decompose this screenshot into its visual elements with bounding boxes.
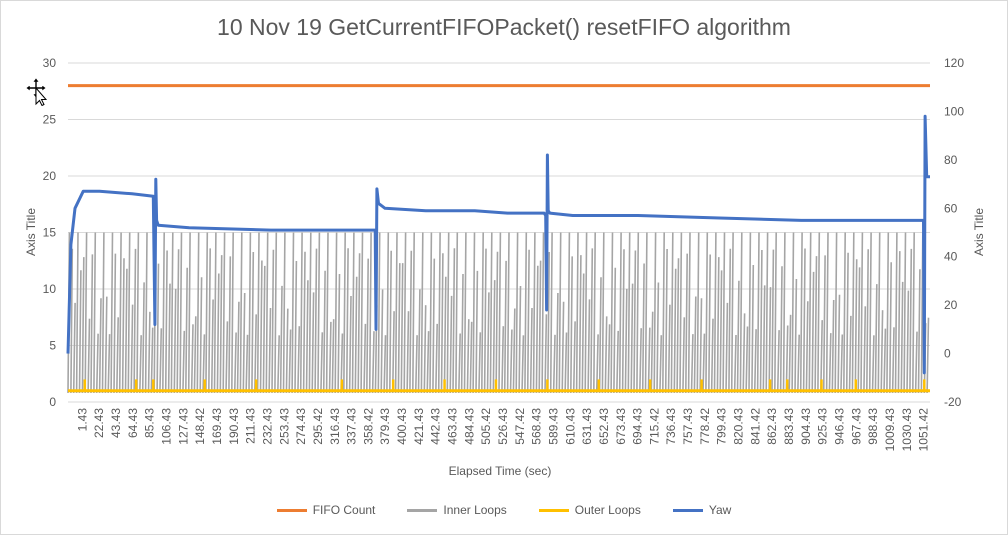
legend-item: FIFO Count	[276, 503, 376, 517]
x-tick-label: 421.43	[412, 408, 426, 445]
x-tick-label: 484.43	[462, 408, 476, 445]
y2-tick-label: 100	[944, 104, 964, 118]
y2-tick-label: 40	[944, 250, 958, 264]
x-tick-label: 862.43	[765, 408, 779, 445]
x-tick-label: 190.43	[227, 408, 241, 445]
x-tick-label: 547.42	[513, 408, 527, 445]
x-axis-title: Elapsed Time (sec)	[449, 464, 552, 478]
y-tick-label: 30	[43, 56, 57, 70]
x-tick-label: 820.43	[732, 408, 746, 445]
y-tick-label: 0	[49, 395, 56, 409]
x-tick-label: 694.43	[631, 408, 645, 445]
legend-label: Inner Loops	[443, 503, 507, 517]
y2-tick-label: 80	[944, 153, 958, 167]
x-tick-label: 610.43	[563, 408, 577, 445]
legend-label: FIFO Count	[312, 503, 376, 517]
x-tick-label: 988.43	[866, 408, 880, 445]
x-tick-label: 505.42	[479, 408, 493, 445]
x-tick-label: 1.43	[75, 408, 89, 432]
x-tick-label: 211.43	[244, 408, 258, 444]
legend-label: Yaw	[708, 503, 732, 517]
x-tick-label: 526.43	[496, 408, 510, 445]
x-tick-label: 442.43	[429, 408, 443, 445]
x-tick-label: 232.43	[260, 408, 274, 445]
y2-tick-label: -20	[944, 395, 962, 409]
x-tick-label: 568.43	[530, 408, 544, 445]
x-tick-label: 925.43	[816, 408, 830, 445]
x-tick-label: 379.43	[378, 408, 392, 445]
series-inner-loops	[67, 232, 930, 394]
x-tick-label: 22.43	[92, 408, 106, 438]
x-tick-label: 85.43	[143, 408, 157, 438]
x-tick-label: 883.43	[782, 408, 796, 445]
x-tick-label: 337.43	[345, 408, 359, 445]
x-tick-label: 904.43	[799, 408, 813, 445]
chart-legend: FIFO Count Inner Loops Outer Loops Yaw	[0, 503, 1008, 517]
x-tick-label: 463.43	[446, 408, 460, 445]
legend-swatch	[407, 508, 438, 512]
y-tick-label: 10	[43, 282, 57, 296]
x-tick-label: 841.42	[748, 408, 762, 445]
legend-item: Inner Loops	[407, 503, 507, 517]
x-tick-label: 673.43	[614, 408, 628, 445]
x-tick-label: 757.43	[681, 408, 695, 445]
x-tick-label: 1009.43	[883, 408, 897, 452]
x-tick-label: 169.43	[210, 408, 224, 445]
x-tick-label: 148.42	[193, 408, 207, 445]
legend-swatch	[672, 508, 703, 512]
y-tick-label: 25	[43, 113, 57, 127]
x-tick-label: 589.43	[546, 408, 560, 445]
x-tick-label: 652.43	[597, 408, 611, 445]
x-tick-label: 715.42	[647, 408, 661, 445]
x-tick-label: 106.43	[160, 408, 174, 445]
y2-tick-label: 60	[944, 201, 958, 215]
x-tick-label: 631.43	[580, 408, 594, 445]
y2-axis-title: Axis Title	[972, 208, 986, 256]
y-tick-label: 5	[49, 339, 56, 353]
y-axis-title: Axis Title	[24, 208, 38, 256]
legend-item: Yaw	[672, 503, 732, 517]
y2-tick-label: 120	[944, 56, 964, 70]
x-tick-label: 1051.42	[917, 408, 931, 452]
x-tick-label: 64.43	[126, 408, 140, 438]
x-tick-label: 127.43	[176, 408, 190, 445]
chart-title: 10 Nov 19 GetCurrentFIFOPacket() resetFI…	[217, 14, 791, 40]
x-tick-label: 778.42	[698, 408, 712, 445]
legend-swatch	[538, 508, 569, 512]
legend-swatch	[276, 508, 307, 512]
x-tick-label: 946.43	[832, 408, 846, 445]
y2-tick-label: 20	[944, 298, 958, 312]
x-tick-label: 253.43	[277, 408, 291, 445]
x-tick-label: 967.43	[849, 408, 863, 445]
x-tick-label: 736.43	[664, 408, 678, 445]
x-tick-label: 274.43	[294, 408, 308, 445]
x-tick-label: 43.43	[109, 408, 123, 438]
x-tick-label: 799.43	[715, 408, 729, 445]
move-cursor-icon	[25, 77, 48, 106]
x-tick-label: 400.43	[395, 408, 409, 445]
legend-label: Outer Loops	[574, 503, 641, 517]
series-yaw	[66, 114, 930, 375]
x-tick-label: 1030.43	[900, 408, 914, 452]
x-tick-label: 358.42	[361, 408, 375, 445]
legend-item: Outer Loops	[538, 503, 641, 517]
x-tick-label: 295.42	[311, 408, 325, 445]
y-tick-label: 20	[43, 169, 57, 183]
x-tick-label: 316.43	[328, 408, 342, 445]
y-tick-label: 15	[43, 226, 57, 240]
y2-tick-label: 0	[944, 347, 951, 361]
